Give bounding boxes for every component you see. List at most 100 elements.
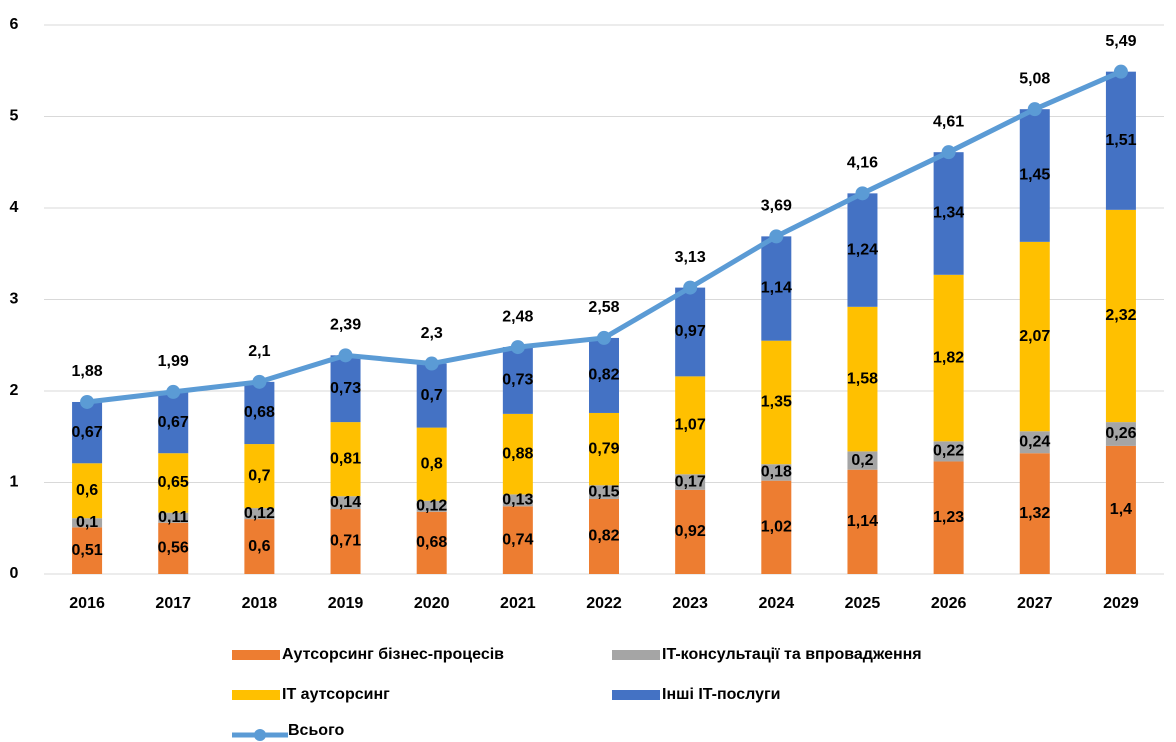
data-label: 2,48 — [502, 308, 533, 325]
data-label: 1,35 — [761, 394, 792, 411]
bar-segment — [675, 287, 706, 377]
bar-segment — [761, 464, 792, 481]
bar-segment — [330, 496, 361, 510]
data-label: 2,3 — [421, 325, 443, 342]
bar-segment — [1019, 109, 1050, 242]
data-label: 0,51 — [72, 542, 103, 559]
data-label: 2,58 — [588, 299, 619, 316]
line-point — [338, 348, 353, 363]
bar-segment — [761, 480, 792, 574]
data-label: 1,4 — [1110, 501, 1132, 518]
x-tick-label: 2020 — [414, 595, 450, 612]
legend-label: Аутсорсинг бізнес-процесів — [282, 646, 504, 663]
legend-swatch — [232, 650, 280, 660]
bar-segment — [589, 485, 619, 499]
line-point — [597, 330, 611, 345]
bar-segment — [502, 413, 533, 495]
bar-segment — [416, 511, 447, 574]
x-tick-label: 2021 — [500, 595, 536, 612]
x-tick-label: 2029 — [1103, 595, 1139, 612]
data-label: 1,02 — [761, 519, 792, 536]
bar-segment — [1019, 453, 1050, 574]
x-tick-label: 2023 — [672, 595, 708, 612]
data-label: 1,14 — [847, 513, 878, 530]
bar-segment — [330, 422, 361, 497]
data-label: 1,88 — [72, 363, 103, 380]
bar-segment — [330, 355, 361, 423]
data-label: 4,61 — [933, 113, 964, 130]
data-label: 0,12 — [416, 498, 447, 515]
bar-segment — [1105, 422, 1136, 446]
data-label: 0,81 — [330, 450, 361, 467]
data-label: 1,32 — [1019, 505, 1050, 522]
data-label: 0,73 — [330, 380, 361, 397]
bar-segment — [847, 469, 878, 574]
data-label: 0,13 — [502, 492, 533, 509]
x-tick-label: 2016 — [69, 595, 105, 612]
legend-swatch — [612, 650, 660, 660]
bar-segment — [416, 427, 447, 501]
bar-segment — [1105, 445, 1136, 574]
bar-segment — [675, 474, 706, 490]
bar-segment — [1019, 431, 1050, 454]
bar-segment — [589, 498, 619, 574]
data-label: 0,82 — [588, 528, 619, 545]
data-label: 4,16 — [847, 155, 878, 172]
line-point — [424, 356, 439, 371]
bar-segment — [675, 376, 706, 475]
y-tick-label: 2 — [10, 382, 19, 399]
data-label: 0,18 — [761, 464, 792, 481]
bar-segment — [761, 340, 792, 465]
data-label: 0,2 — [851, 452, 873, 469]
data-label: 0,67 — [158, 414, 189, 431]
legend-label: IT-консультації та впровадження — [662, 646, 922, 663]
bar-segment — [1105, 71, 1136, 210]
legend-marker — [254, 729, 266, 741]
bar-segment — [244, 508, 275, 520]
x-tick-label: 2026 — [931, 595, 967, 612]
bar-segment — [244, 519, 275, 574]
data-label: 1,14 — [761, 280, 792, 297]
data-label: 0,7 — [248, 467, 270, 484]
line-point — [252, 374, 267, 389]
y-tick-label: 0 — [10, 565, 19, 582]
y-tick-label: 3 — [10, 291, 19, 308]
line-point — [166, 384, 181, 399]
data-label: 0,24 — [1019, 433, 1050, 450]
line-point — [1027, 102, 1042, 117]
x-tick-label: 2022 — [586, 595, 622, 612]
data-label: 0,22 — [933, 443, 964, 460]
data-label: 0,17 — [675, 473, 706, 490]
data-label: 1,58 — [847, 370, 878, 387]
bar-segment — [589, 337, 619, 413]
legend-label: Інші IT-послуги — [662, 686, 780, 703]
data-label: 0,68 — [244, 404, 275, 421]
data-label: 0,79 — [588, 440, 619, 457]
x-tick-label: 2024 — [759, 595, 795, 612]
data-label: 0,97 — [675, 323, 706, 340]
bar-segment — [72, 401, 103, 464]
bar-segment — [244, 444, 275, 509]
bar-segment — [502, 506, 533, 574]
data-label: 1,23 — [933, 509, 964, 526]
bar-segment — [72, 527, 103, 574]
y-tick-label: 5 — [10, 108, 19, 125]
data-label: 0,74 — [502, 531, 533, 548]
data-label: 3,69 — [761, 198, 792, 215]
bar-segment — [675, 489, 706, 574]
bar-segment — [847, 193, 878, 307]
bar-segment — [158, 391, 189, 454]
x-tick-label: 2025 — [845, 595, 881, 612]
data-label: 1,99 — [158, 353, 189, 370]
line-point — [1113, 64, 1128, 79]
data-label: 0,15 — [588, 483, 619, 500]
data-label: 0,7 — [421, 387, 443, 404]
line-point — [855, 186, 870, 201]
x-tick-label: 2017 — [155, 595, 191, 612]
line-point — [769, 229, 784, 244]
data-label: 0,6 — [76, 482, 98, 499]
data-label: 1,51 — [1105, 132, 1136, 149]
data-label: 0,71 — [330, 533, 361, 550]
data-label: 2,1 — [248, 343, 270, 360]
